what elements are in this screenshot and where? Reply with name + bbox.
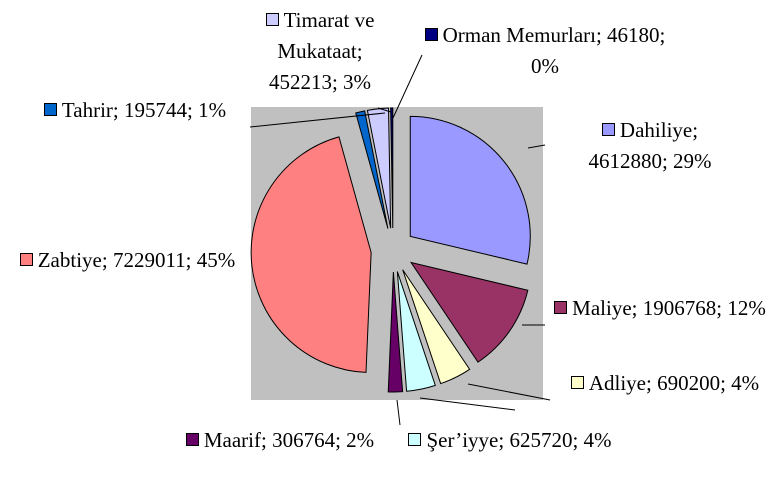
data-label: Dahiliye; 4612880; 29% bbox=[565, 115, 735, 177]
leader-line bbox=[249, 112, 386, 128]
legend-key bbox=[185, 433, 199, 446]
data-label: Timarat ve Mukataat; 452213; 3% bbox=[255, 5, 385, 98]
pie-slice bbox=[396, 271, 436, 392]
legend-key bbox=[19, 253, 33, 266]
data-label: Şer’iyye; 625720; 4% bbox=[400, 425, 620, 456]
leader-line bbox=[396, 399, 401, 426]
label-text: Maliye; 1906768; 12% bbox=[572, 296, 766, 320]
leader-line bbox=[527, 144, 546, 149]
pie-slice bbox=[390, 107, 394, 229]
legend-key bbox=[408, 433, 422, 446]
data-label: Orman Memurları; 46180; 0% bbox=[420, 20, 670, 82]
legend-key bbox=[424, 28, 438, 41]
legend-key bbox=[554, 301, 568, 314]
leader-line bbox=[392, 54, 423, 119]
leader-line bbox=[419, 397, 516, 411]
data-label: Maarif; 306764; 2% bbox=[165, 425, 395, 456]
pie-slice bbox=[402, 269, 471, 385]
label-text: Adliye; 690200; 4% bbox=[588, 371, 760, 395]
pie-slice bbox=[355, 110, 389, 229]
label-text: Tahrir; 195744; 1% bbox=[61, 98, 227, 122]
data-label: Adliye; 690200; 4% bbox=[555, 368, 775, 399]
pie-slice bbox=[409, 261, 529, 363]
legend-key bbox=[570, 376, 584, 389]
label-text: Dahiliye; 4612880; 29% bbox=[588, 118, 712, 173]
data-label: Maliye; 1906768; 12% bbox=[540, 293, 776, 324]
data-label: Zabtiye; 7229011; 45% bbox=[0, 245, 255, 276]
data-label: Tahrir; 195744; 1% bbox=[20, 95, 250, 126]
label-text: Zabtiye; 7229011; 45% bbox=[37, 248, 236, 272]
pie-slice bbox=[250, 136, 372, 373]
legend-key bbox=[265, 13, 279, 26]
label-text: Timarat ve Mukataat; 452213; 3% bbox=[268, 8, 375, 94]
legend-key bbox=[43, 103, 57, 116]
label-text: Maarif; 306764; 2% bbox=[203, 428, 375, 452]
label-text: Şer’iyye; 625720; 4% bbox=[426, 428, 612, 452]
leader-line bbox=[467, 383, 551, 401]
label-text: Orman Memurları; 46180; 0% bbox=[442, 23, 666, 78]
leader-line bbox=[377, 107, 392, 113]
legend-key bbox=[601, 123, 615, 136]
pie-slice bbox=[366, 107, 392, 229]
pie-slice bbox=[409, 115, 531, 265]
pie-slice bbox=[387, 271, 404, 393]
